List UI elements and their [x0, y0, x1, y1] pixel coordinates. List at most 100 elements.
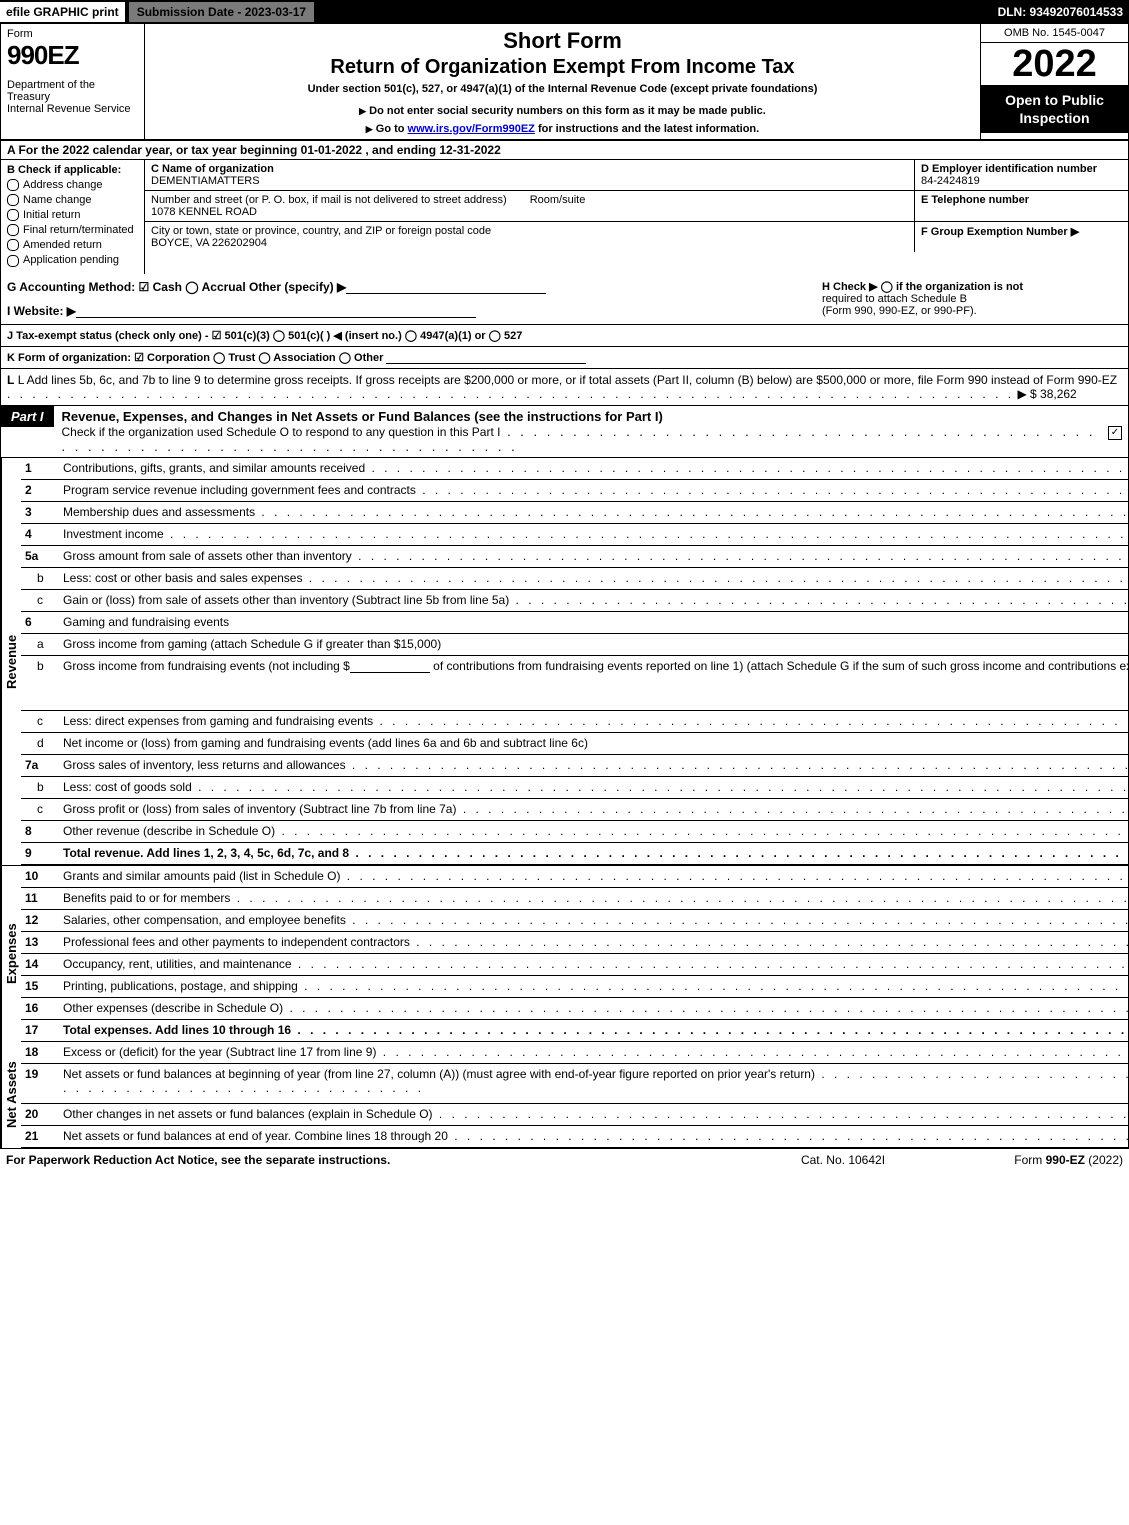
row-6-desc: Gaming and fundraising events: [59, 612, 1129, 633]
ein: 84-2424819: [921, 175, 1122, 187]
website-input[interactable]: [76, 306, 476, 318]
net-assets-section: Net Assets 18Excess or (deficit) for the…: [0, 1042, 1129, 1148]
do-not-enter: Do not enter social security numbers on …: [153, 105, 972, 117]
6b-amount-input[interactable]: [350, 661, 430, 673]
opt-final-return[interactable]: Final return/terminated: [7, 224, 138, 236]
part1-header: Part I Revenue, Expenses, and Changes in…: [0, 406, 1129, 458]
row-6b-desc: Gross income from fundraising events (no…: [59, 656, 1129, 710]
row-9-desc: Total revenue. Add lines 1, 2, 3, 4, 5c,…: [59, 843, 1129, 864]
opt-name-change[interactable]: Name change: [7, 194, 138, 206]
row-10-desc: Grants and similar amounts paid (list in…: [59, 866, 1129, 887]
page-footer: For Paperwork Reduction Act Notice, see …: [0, 1148, 1129, 1171]
c-city-block: City or town, state or province, country…: [145, 222, 914, 252]
street-value: 1078 KENNEL ROAD: [151, 206, 908, 218]
open-public: Open to Public Inspection: [981, 85, 1128, 133]
row-17-desc: Total expenses. Add lines 10 through 16: [59, 1020, 1129, 1041]
top-bar: efile GRAPHIC print Submission Date - 20…: [0, 0, 1129, 24]
line-j: J Tax-exempt status (check only one) - ☑…: [0, 325, 1129, 347]
tax-year: 2022: [981, 43, 1128, 85]
b-label: B Check if applicable:: [7, 164, 138, 176]
row-18-desc: Excess or (deficit) for the year (Subtra…: [59, 1042, 1129, 1063]
header-right: OMB No. 1545-0047 2022 Open to Public In…: [980, 24, 1128, 139]
row-7c-desc: Gross profit or (loss) from sales of inv…: [59, 799, 1129, 820]
row-5c-desc: Gain or (loss) from sale of assets other…: [59, 590, 1129, 611]
header-center: Short Form Return of Organization Exempt…: [145, 24, 980, 139]
city-label: City or town, state or province, country…: [151, 225, 908, 237]
row-7a-desc: Gross sales of inventory, less returns a…: [59, 755, 1129, 776]
row-20-desc: Other changes in net assets or fund bala…: [59, 1104, 1129, 1125]
d-label: D Employer identification number: [921, 163, 1122, 175]
col-b: B Check if applicable: Address change Na…: [1, 160, 145, 274]
row-2-desc: Program service revenue including govern…: [59, 480, 1129, 501]
side-expenses: Expenses: [1, 866, 21, 1042]
row-4-desc: Investment income: [59, 524, 1129, 545]
paperwork-notice: For Paperwork Reduction Act Notice, see …: [6, 1153, 743, 1167]
row-5b-desc: Less: cost or other basis and sales expe…: [59, 568, 1129, 589]
side-revenue: Revenue: [1, 458, 21, 865]
row-11-desc: Benefits paid to or for members: [59, 888, 1129, 909]
g-other-input[interactable]: [346, 282, 546, 294]
opt-amended-return[interactable]: Amended return: [7, 239, 138, 251]
row-1-desc: Contributions, gifts, grants, and simila…: [59, 458, 1129, 479]
efile-label: efile GRAPHIC print: [0, 2, 125, 22]
row-16-desc: Other expenses (describe in Schedule O): [59, 998, 1129, 1019]
irs-label: Internal Revenue Service: [7, 103, 138, 115]
k-other-input[interactable]: [386, 352, 586, 364]
row-12-desc: Salaries, other compensation, and employ…: [59, 910, 1129, 931]
opt-initial-return[interactable]: Initial return: [7, 209, 138, 221]
e-label: E Telephone number: [921, 194, 1122, 206]
line-k: K Form of organization: ☑ Corporation ◯ …: [0, 347, 1129, 369]
row-19-desc: Net assets or fund balances at beginning…: [59, 1064, 1129, 1103]
h-line3: (Form 990, 990-EZ, or 990-PF).: [822, 305, 1122, 317]
line-g: G Accounting Method: ☑ Cash ◯ Accrual Ot…: [7, 280, 346, 294]
header-left: Form 990EZ Department of the Treasury In…: [1, 24, 145, 139]
l-amount: ▶ $ 38,262: [1017, 387, 1076, 401]
part1-badge: Part I: [1, 406, 54, 427]
opt-application-pending[interactable]: Application pending: [7, 254, 138, 266]
row-13-desc: Professional fees and other payments to …: [59, 932, 1129, 953]
part1-title: Revenue, Expenses, and Changes in Net As…: [54, 406, 1108, 457]
f-block: F Group Exemption Number ▶: [914, 222, 1128, 252]
col-cde: C Name of organization DEMENTIAMATTERS D…: [145, 160, 1128, 274]
cat-no: Cat. No. 10642I: [743, 1153, 943, 1167]
c-label: C Name of organization: [151, 163, 908, 175]
short-form-title: Short Form: [153, 28, 972, 54]
h-line1: H Check ▶ ◯ if the organization is not: [822, 280, 1122, 293]
line-ghi: G Accounting Method: ☑ Cash ◯ Accrual Ot…: [0, 274, 1129, 325]
under-section: Under section 501(c), 527, or 4947(a)(1)…: [153, 83, 972, 95]
dln: DLN: 93492076014533: [998, 5, 1129, 19]
row-6a-desc: Gross income from gaming (attach Schedul…: [59, 634, 1129, 655]
form-ref: Form 990-EZ (2022): [943, 1153, 1123, 1167]
form-number: 990EZ: [7, 40, 138, 71]
room-label: Room/suite: [530, 194, 586, 206]
return-title: Return of Organization Exempt From Incom…: [153, 56, 972, 79]
part1-checkbox[interactable]: [1108, 424, 1122, 438]
f-arrow-icon: ▶: [1071, 226, 1079, 238]
c-street-block: Number and street (or P. O. box, if mail…: [145, 191, 914, 221]
opt-address-change[interactable]: Address change: [7, 179, 138, 191]
submission-date: Submission Date - 2023-03-17: [129, 2, 314, 22]
omb-number: OMB No. 1545-0047: [981, 24, 1128, 43]
row-7b-desc: Less: cost of goods sold: [59, 777, 1129, 798]
org-name: DEMENTIAMATTERS: [151, 175, 908, 187]
city-value: BOYCE, VA 226202904: [151, 237, 908, 249]
h-line2: required to attach Schedule B: [822, 293, 1122, 305]
dept-treasury: Department of the Treasury: [7, 79, 138, 103]
row-21-desc: Net assets or fund balances at end of ye…: [59, 1126, 1129, 1147]
row-8-desc: Other revenue (describe in Schedule O): [59, 821, 1129, 842]
part1-sub: Check if the organization used Schedule …: [62, 425, 501, 439]
l-text: L Add lines 5b, 6c, and 7b to line 9 to …: [18, 373, 1117, 387]
street-label: Number and street (or P. O. box, if mail…: [151, 194, 507, 206]
line-h: H Check ▶ ◯ if the organization is not r…: [822, 280, 1122, 318]
e-block: E Telephone number: [914, 191, 1128, 221]
irs-link[interactable]: www.irs.gov/Form990EZ: [408, 123, 535, 135]
form-word: Form: [7, 28, 138, 40]
row-6d-desc: Net income or (loss) from gaming and fun…: [59, 733, 1129, 754]
f-label: F Group Exemption Number: [921, 226, 1068, 238]
line-l: L L Add lines 5b, 6c, and 7b to line 9 t…: [0, 369, 1129, 406]
row-6c-desc: Less: direct expenses from gaming and fu…: [59, 711, 1129, 732]
c-name-block: C Name of organization DEMENTIAMATTERS: [145, 160, 914, 190]
row-3-desc: Membership dues and assessments: [59, 502, 1129, 523]
form-header: Form 990EZ Department of the Treasury In…: [0, 24, 1129, 141]
row-5a-desc: Gross amount from sale of assets other t…: [59, 546, 1129, 567]
